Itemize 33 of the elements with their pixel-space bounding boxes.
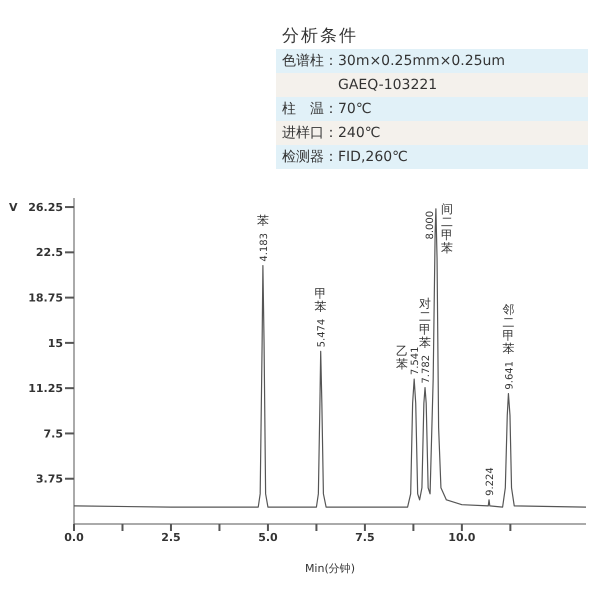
annotation: 5.474 <box>316 318 328 348</box>
annotation: 7.782 <box>421 354 432 384</box>
text: 检测器：FID,260℃ <box>276 145 588 169</box>
annotation: 4.183 <box>258 232 270 262</box>
annotation: 乙苯 <box>396 344 408 372</box>
annotation: 7.541 <box>410 346 422 376</box>
x-tick-label: 0.0 <box>64 530 84 544</box>
y-tick-label: 22.5 <box>36 246 63 260</box>
annotation: 对二甲苯 <box>419 296 432 350</box>
x-axis-title: Min(分钟) <box>304 562 356 575</box>
y-tick-label: 15 <box>48 336 63 350</box>
annotation: 9.641 <box>504 360 516 390</box>
x-tick-label: 2.5 <box>161 530 181 544</box>
x-tick-label: 7.5 <box>355 530 375 544</box>
text: 分析条件 <box>281 25 359 48</box>
text: 进样口：240℃ <box>276 121 588 145</box>
annotation: 9.224 <box>485 467 496 496</box>
y-tick-label: 7.5 <box>44 427 63 440</box>
y-tick-label: 26.25 <box>28 200 63 214</box>
annotation: 苯 <box>256 214 269 228</box>
y-tick-label: 3.75 <box>36 472 63 486</box>
text: GAEQ-103221 <box>276 73 588 97</box>
text: 柱 温：70℃ <box>276 97 588 121</box>
annotation: 邻二甲苯 <box>502 302 514 356</box>
y-tick-label: 11.25 <box>28 382 63 396</box>
annotation: 8.000 <box>424 210 436 240</box>
annotation: 间二甲苯 <box>440 202 453 255</box>
annotation: 甲苯 <box>314 286 327 314</box>
y-tick-label: 18.75 <box>28 292 63 305</box>
y-axis-title: V <box>9 201 18 214</box>
x-tick-label: 10.0 <box>448 530 476 544</box>
text: 色谱柱：30m×0.25mm×0.25um <box>276 49 588 73</box>
x-tick-label: 5.0 <box>258 530 278 544</box>
